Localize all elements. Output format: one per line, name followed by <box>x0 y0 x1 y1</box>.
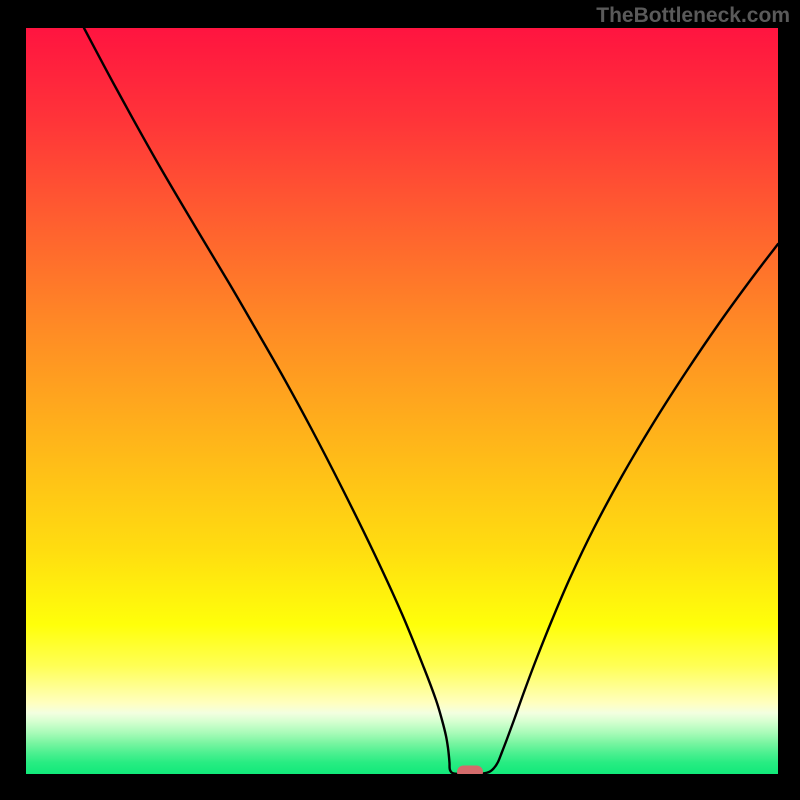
plot-area <box>26 28 778 774</box>
watermark-text: TheBottleneck.com <box>596 4 790 28</box>
chart-stage: TheBottleneck.com <box>0 0 800 800</box>
curve-layer <box>26 28 778 774</box>
optimal-marker <box>457 766 483 775</box>
bottleneck-curve <box>84 28 778 774</box>
